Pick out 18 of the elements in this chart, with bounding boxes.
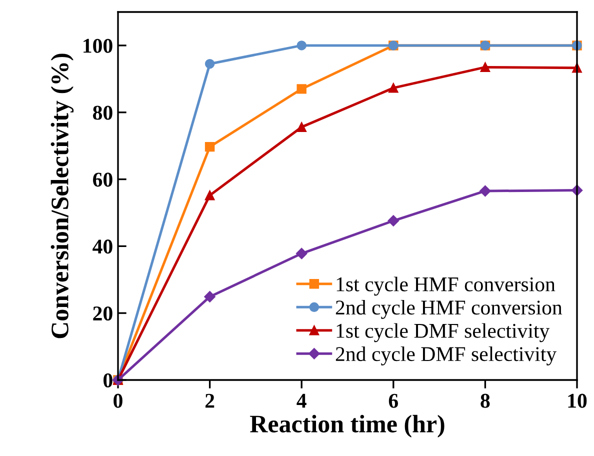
legend-label: 2nd cycle DMF selectivity [336, 346, 557, 366]
x-tick-label: 0 [114, 394, 122, 408]
x-axis-title: Reaction time (hr) [250, 414, 444, 438]
y-tick-label: 40 [92, 240, 112, 254]
legend-label: 1st cycle DMF selectivity [336, 323, 550, 342]
x-tick-label: 2 [205, 394, 214, 408]
legend-label: 2nd cycle HMF conversion [336, 300, 562, 319]
legend-label: 1st cycle HMF conversion [336, 276, 556, 296]
x-tick-label: 6 [388, 394, 398, 408]
y-axis-title: Conversion/Selectivity (%) [50, 54, 74, 338]
x-tick-label: 8 [480, 394, 490, 408]
x-tick-label: 4 [296, 394, 306, 408]
y-tick-label: 60 [93, 172, 112, 187]
y-tick-label: 20 [93, 306, 112, 321]
x-tick-label: 10 [568, 394, 587, 408]
y-tick-label: 80 [93, 106, 112, 120]
y-tick-label: 0 [104, 373, 112, 388]
y-tick-label: 100 [84, 38, 112, 53]
